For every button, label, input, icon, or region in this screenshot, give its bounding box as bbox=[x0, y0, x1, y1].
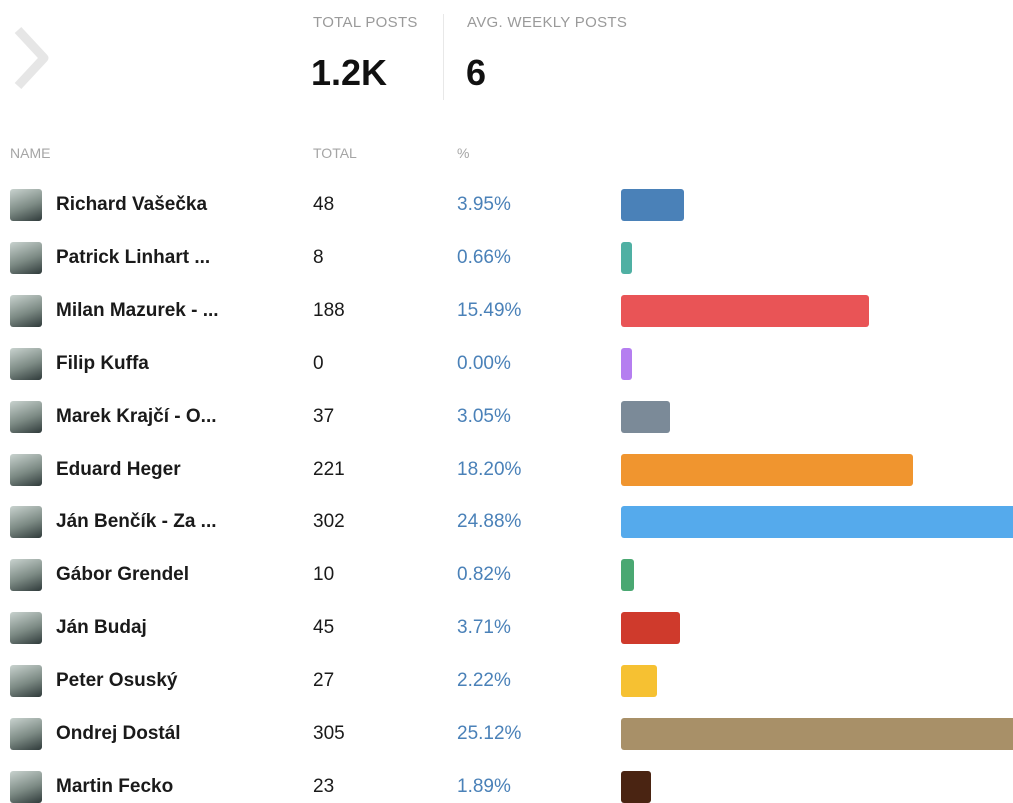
stat-label: AVG. WEEKLY POSTS bbox=[467, 14, 627, 31]
person-name[interactable]: Milan Mazurek - ... bbox=[56, 300, 219, 322]
percent: 0.82% bbox=[457, 564, 511, 586]
percent: 0.00% bbox=[457, 353, 511, 375]
percent: 2.22% bbox=[457, 670, 511, 692]
avatar bbox=[10, 454, 42, 486]
percent: 24.88% bbox=[457, 511, 521, 533]
total-posts: 0 bbox=[313, 353, 324, 375]
page: TOTAL POSTS 1.2K AVG. WEEKLY POSTS 6 NAM… bbox=[0, 0, 1013, 798]
percent: 15.49% bbox=[457, 300, 521, 322]
person-name[interactable]: Patrick Linhart ... bbox=[56, 247, 210, 269]
total-posts: 23 bbox=[313, 776, 334, 798]
stat-value: 1.2K bbox=[311, 52, 387, 94]
column-header[interactable]: TOTAL bbox=[313, 145, 357, 161]
divider bbox=[443, 14, 444, 100]
avatar bbox=[10, 612, 42, 644]
bar bbox=[621, 348, 632, 380]
total-posts: 10 bbox=[313, 564, 334, 586]
person-name[interactable]: Martin Fecko bbox=[56, 776, 173, 798]
total-posts: 302 bbox=[313, 511, 345, 533]
percent: 0.66% bbox=[457, 247, 511, 269]
bar bbox=[621, 295, 869, 327]
avatar bbox=[10, 348, 42, 380]
total-posts: 48 bbox=[313, 194, 334, 216]
total-posts: 45 bbox=[313, 617, 334, 639]
bar bbox=[621, 506, 1013, 538]
percent: 3.05% bbox=[457, 406, 511, 428]
total-posts: 221 bbox=[313, 459, 345, 481]
person-name[interactable]: Ján Benčík - Za ... bbox=[56, 511, 217, 533]
total-posts: 37 bbox=[313, 406, 334, 428]
avatar bbox=[10, 401, 42, 433]
avatar bbox=[10, 559, 42, 591]
person-name[interactable]: Ondrej Dostál bbox=[56, 723, 181, 745]
bar bbox=[621, 401, 670, 433]
bar bbox=[621, 242, 632, 274]
bar bbox=[621, 454, 913, 486]
person-name[interactable]: Marek Krajčí - O... bbox=[56, 406, 217, 428]
bar bbox=[621, 559, 634, 591]
avatar bbox=[10, 665, 42, 697]
column-header[interactable]: NAME bbox=[10, 145, 50, 161]
person-name[interactable]: Ján Budaj bbox=[56, 617, 147, 639]
avatar bbox=[10, 771, 42, 803]
person-name[interactable]: Richard Vašečka bbox=[56, 194, 207, 216]
bar bbox=[621, 718, 1013, 750]
bar bbox=[621, 612, 680, 644]
percent: 18.20% bbox=[457, 459, 521, 481]
percent: 3.95% bbox=[457, 194, 511, 216]
person-name[interactable]: Gábor Grendel bbox=[56, 564, 189, 586]
stat-label: TOTAL POSTS bbox=[313, 14, 418, 31]
avatar bbox=[10, 189, 42, 221]
avatar bbox=[10, 718, 42, 750]
total-posts: 188 bbox=[313, 300, 345, 322]
percent: 1.89% bbox=[457, 776, 511, 798]
back-chevron[interactable] bbox=[10, 26, 50, 90]
total-posts: 305 bbox=[313, 723, 345, 745]
total-posts: 8 bbox=[313, 247, 324, 269]
avatar bbox=[10, 242, 42, 274]
percent: 25.12% bbox=[457, 723, 521, 745]
avatar bbox=[10, 295, 42, 327]
person-name[interactable]: Peter Osuský bbox=[56, 670, 177, 692]
percent: 3.71% bbox=[457, 617, 511, 639]
total-posts: 27 bbox=[313, 670, 334, 692]
person-name[interactable]: Eduard Heger bbox=[56, 459, 181, 481]
stat-value: 6 bbox=[466, 52, 486, 94]
person-name[interactable]: Filip Kuffa bbox=[56, 353, 149, 375]
avatar bbox=[10, 506, 42, 538]
column-header[interactable]: % bbox=[457, 145, 469, 161]
bar bbox=[621, 189, 684, 221]
bar bbox=[621, 771, 651, 803]
bar bbox=[621, 665, 657, 697]
